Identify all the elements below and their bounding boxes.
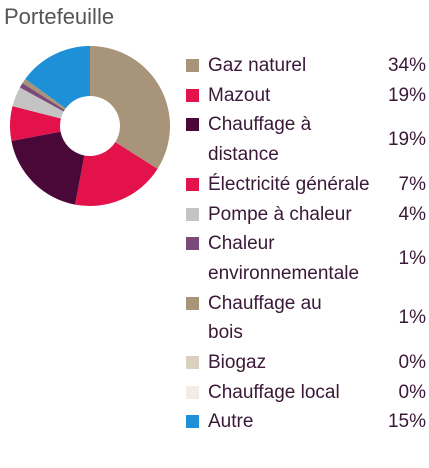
legend-label: Électricité générale: [208, 173, 370, 195]
value-label: 4%: [398, 203, 426, 225]
slice: [12, 87, 64, 119]
legend-swatch: [186, 356, 199, 370]
chart-title: Portefeuille: [4, 4, 115, 29]
legend-swatch: [186, 177, 199, 191]
value-label: 19%: [387, 129, 426, 151]
legend-swatch: [186, 415, 199, 429]
legend-label: Pompe à chaleur: [208, 203, 352, 225]
legend-swatch: [186, 207, 199, 221]
legend-swatch: [186, 118, 199, 132]
slice: [9, 106, 61, 141]
legend-label: Autre: [208, 411, 254, 433]
legend-item: Électricité générale 7%: [186, 170, 426, 200]
slice: [19, 83, 65, 112]
value-label: 0%: [398, 352, 426, 374]
legend-item: Pompe à chaleur 4%: [186, 200, 426, 230]
legend-label: Biogaz: [208, 352, 267, 374]
value-label: 34%: [387, 55, 426, 76]
slice: [22, 78, 66, 110]
legend-item: Biogaz 0%: [186, 348, 426, 378]
slice: [90, 46, 170, 169]
value-label: 1%: [398, 248, 426, 270]
legend-item: Chauffage à distance 19%: [186, 110, 426, 169]
legend-swatch: [186, 385, 199, 399]
legend-item: Chauffage local 0%: [186, 378, 426, 408]
legend-label: Mazout: [208, 84, 271, 106]
legend-swatch: [186, 296, 199, 310]
legend-label: Chaleur environnementale: [208, 233, 360, 284]
value-label: 0%: [398, 381, 426, 403]
legend-swatch: [186, 88, 199, 102]
legend-item: Autre 15%: [186, 407, 426, 437]
legend: Gaz naturel 34% Mazout 19% Chauffage à dista…: [186, 51, 426, 437]
legend-swatch: [186, 237, 199, 251]
legend-swatch: [186, 59, 199, 72]
value-label: 15%: [387, 411, 426, 433]
slice: [11, 131, 85, 205]
legend-label: Gaz naturel: [208, 55, 307, 76]
value-label: 1%: [398, 307, 426, 329]
slice: [25, 46, 90, 109]
slice: [75, 142, 158, 206]
legend-label: Chauffage à distance: [208, 114, 312, 166]
legend-item: Chauffage au bois 1%: [186, 289, 426, 348]
legend-item: Gaz naturel 34%: [186, 51, 426, 81]
legend-label: Chauffage au bois: [208, 292, 322, 344]
legend-label: Chauffage local: [208, 381, 340, 403]
value-label: 19%: [387, 84, 426, 106]
value-label: 7%: [398, 173, 426, 195]
legend-item: Chaleur environnementale 1%: [186, 229, 426, 288]
legend-item: Mazout 19%: [186, 81, 426, 111]
donut: [9, 46, 170, 206]
